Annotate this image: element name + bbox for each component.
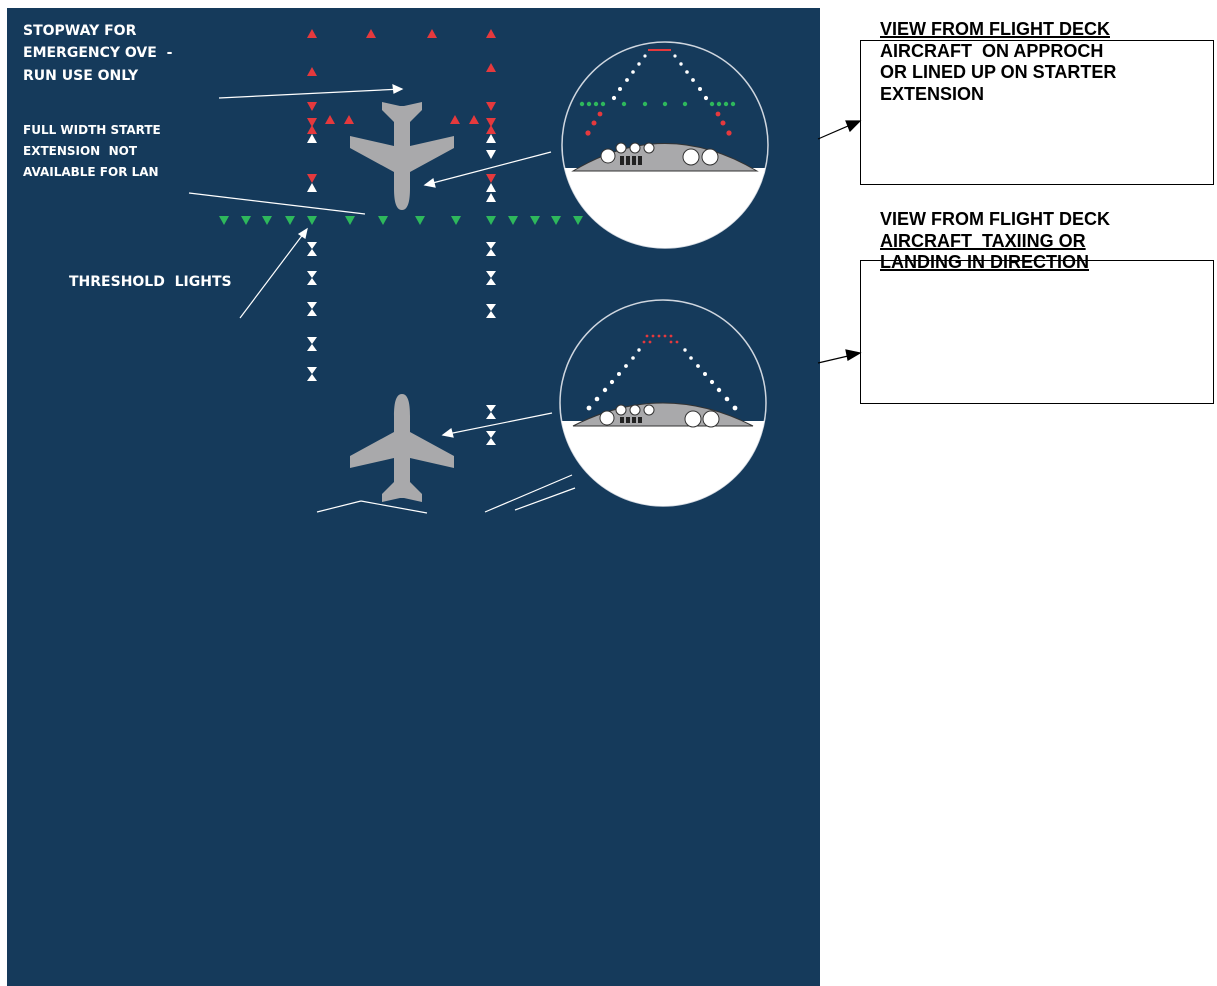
full-width-label-line: EXTENSION NOT (23, 144, 138, 158)
view-title-line: VIEW FROM FLIGHT DECK (880, 19, 1110, 39)
diagram-panel (7, 8, 820, 986)
stopway-label-line: EMERGENCY OVE - (23, 45, 173, 62)
view-box-approach (860, 40, 1214, 185)
view-title-approach: VIEW FROM FLIGHT DECK AIRCRAFT ON APPROC… (880, 19, 1116, 105)
view-box-taxiing (860, 260, 1214, 404)
full-width-label-line: FULL WIDTH STARTE (23, 123, 161, 137)
view-title-line: VIEW FROM FLIGHT DECK (880, 209, 1110, 229)
view-title-taxiing: VIEW FROM FLIGHT DECK AIRCRAFT TAXIING O… (880, 209, 1110, 274)
stopway-label: STOPWAY FOR EMERGENCY OVE - RUN USE ONLY (23, 20, 172, 87)
full-width-label-line: AVAILABLE FOR LAN (23, 165, 159, 179)
view-title-line: AIRCRAFT TAXIING OR (880, 230, 1086, 251)
view-title-line: OR LINED UP ON STARTER (880, 62, 1117, 83)
stopway-label-line: RUN USE ONLY (23, 67, 139, 84)
view-title-line: AIRCRAFT ON APPROCH (880, 40, 1104, 61)
label-pointers (188, 84, 576, 514)
view-title-line: LANDING IN DIRECTION (880, 252, 1089, 273)
full-width-label: FULL WIDTH STARTE EXTENSION NOT AVAILABL… (23, 120, 161, 183)
view-title-line: EXTENSION (880, 83, 985, 104)
threshold-lights-label: THRESHOLD LIGHTS (69, 274, 232, 290)
flight-deck-view-taxiing (559, 299, 767, 507)
stopway-label-line: STOPWAY FOR (23, 23, 137, 39)
